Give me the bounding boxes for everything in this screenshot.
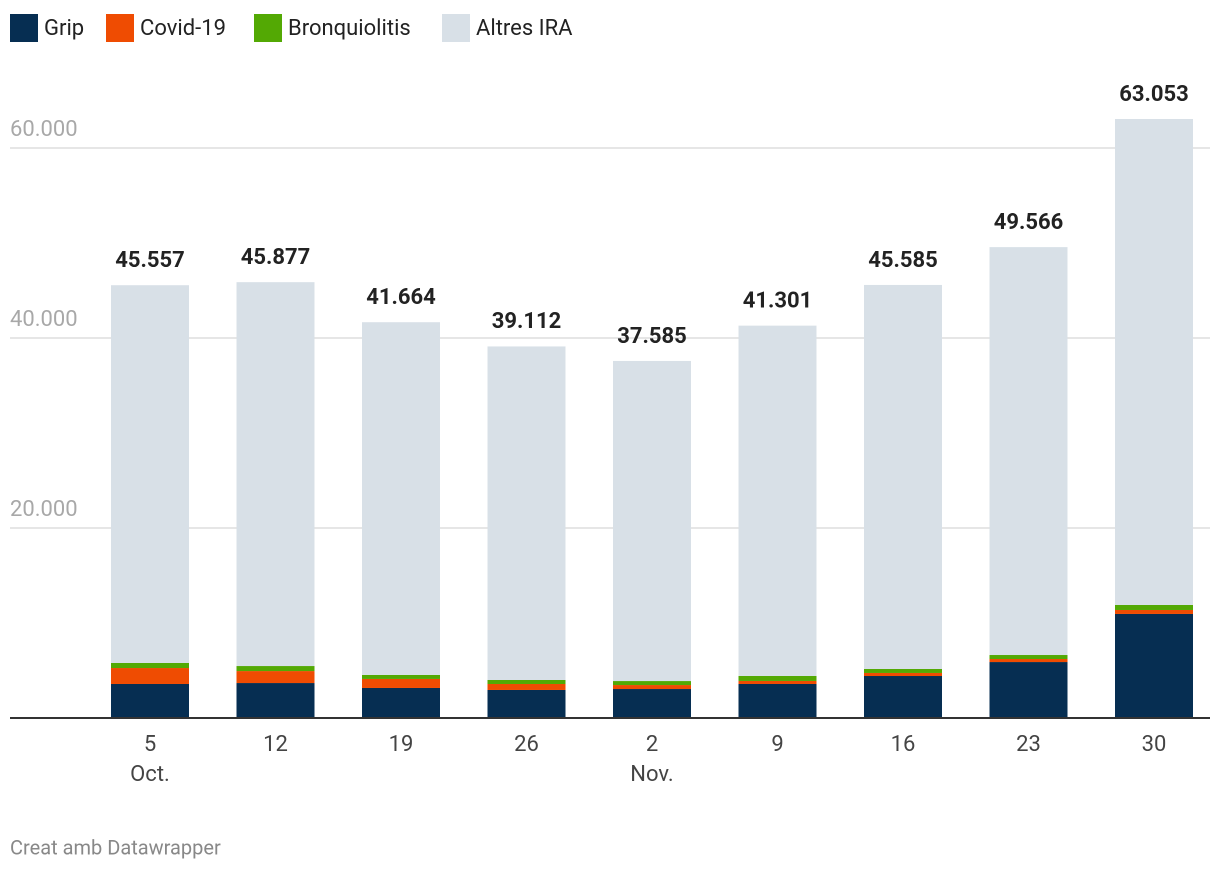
bar-segment — [989, 662, 1068, 718]
bar-segment — [864, 284, 942, 669]
bar-segment — [1115, 613, 1193, 718]
legend-swatch — [10, 14, 38, 42]
total-label: 39.112 — [492, 309, 562, 334]
x-tick-label: 26 — [514, 732, 539, 757]
bar-segment — [487, 346, 566, 680]
legend-swatch — [442, 14, 470, 42]
total-label: 41.301 — [743, 288, 813, 313]
total-label: 37.585 — [617, 324, 687, 349]
bar-segment — [362, 678, 440, 688]
x-tick-label: 5 — [144, 732, 156, 757]
bar-segment — [989, 655, 1068, 660]
x-tick-label: 23 — [1016, 732, 1041, 757]
y-tick-label: 20.000 — [10, 497, 78, 522]
x-group-label: Oct. — [130, 762, 170, 787]
bar-segment — [738, 675, 817, 681]
bar-segment — [738, 325, 817, 676]
bar-segment — [487, 680, 566, 684]
bar-segment — [1115, 609, 1193, 614]
legend-swatch — [254, 14, 282, 42]
bar-segment — [989, 247, 1068, 656]
bar-segment — [111, 662, 189, 669]
bar-segment — [362, 322, 440, 675]
bar-segment — [613, 689, 691, 718]
bar-segment — [236, 282, 315, 667]
bar-segment — [613, 685, 691, 690]
legend-label: Covid-19 — [140, 16, 226, 41]
x-tick-label: 12 — [263, 732, 288, 757]
y-tick-label: 60.000 — [10, 117, 78, 142]
x-tick-label: 9 — [771, 732, 783, 757]
legend-label: Altres IRA — [476, 16, 573, 41]
legend-label: Bronquiolitis — [288, 16, 411, 41]
x-tick-label: 16 — [891, 732, 916, 757]
total-label: 49.566 — [994, 210, 1064, 235]
bar-segment — [111, 683, 189, 718]
x-tick-label: 30 — [1142, 732, 1167, 757]
total-label: 45.585 — [868, 248, 938, 273]
total-label: 45.877 — [241, 245, 311, 270]
bar-segment — [989, 659, 1068, 663]
x-group-label: Nov. — [630, 762, 673, 787]
legend-label: Grip — [44, 16, 84, 41]
bar-segment — [1115, 604, 1193, 610]
bar-segment — [487, 683, 566, 690]
total-label: 45.557 — [115, 248, 185, 273]
bar-segment — [362, 674, 440, 679]
bar-segment — [864, 668, 942, 673]
bar-segment — [613, 681, 691, 686]
bar-segment — [236, 683, 315, 718]
footer: Creat amb Datawrapper — [10, 835, 221, 859]
bar-segment — [864, 672, 942, 677]
bar-segment — [864, 676, 942, 718]
bar-segment — [111, 668, 189, 684]
bar-segment — [738, 680, 817, 684]
bar-segment — [613, 360, 691, 682]
total-label: 41.664 — [366, 285, 436, 310]
bar-segment — [487, 689, 566, 718]
legend-swatch — [106, 14, 134, 42]
y-tick-label: 40.000 — [10, 307, 78, 332]
bar-segment — [111, 285, 189, 663]
x-tick-label: 19 — [389, 732, 414, 757]
bar-segment — [362, 687, 440, 718]
bar-segment — [738, 683, 817, 718]
bar-segment — [236, 671, 315, 684]
bar-segment — [236, 666, 315, 672]
total-label: 63.053 — [1119, 82, 1189, 107]
x-tick-label: 2 — [646, 732, 658, 757]
bar-segment — [1115, 118, 1193, 605]
